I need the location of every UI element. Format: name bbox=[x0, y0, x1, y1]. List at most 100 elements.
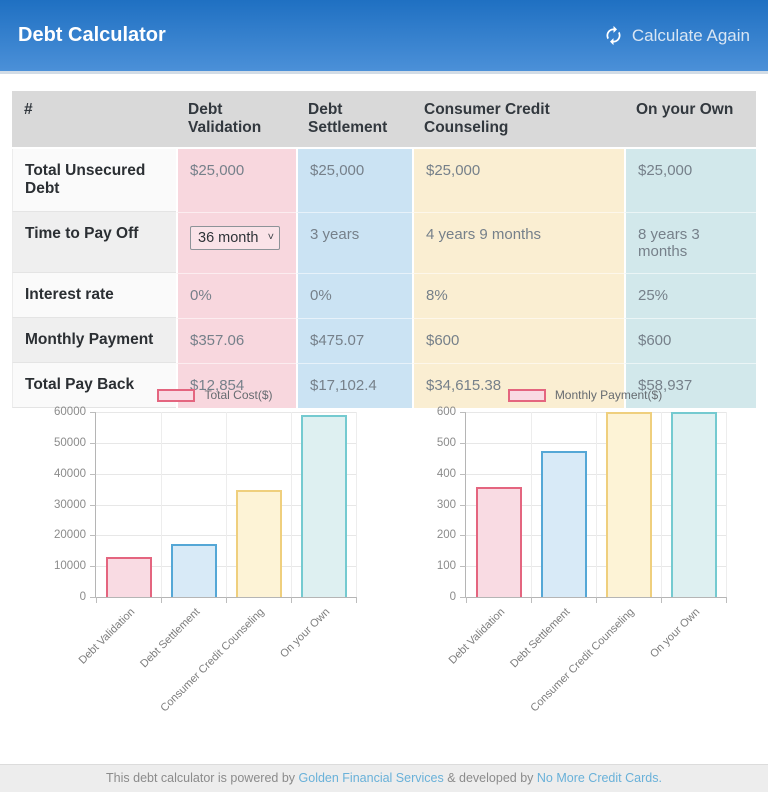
x-axis-tick bbox=[96, 597, 97, 603]
debt-comparison-table: # Debt Validation Debt Settlement Consum… bbox=[12, 91, 756, 408]
table-row: Monthly Payment $357.06 $475.07 $600 $60… bbox=[12, 318, 756, 363]
x-axis-label: On your Own bbox=[647, 606, 702, 661]
x-axis-tick bbox=[531, 597, 532, 603]
refresh-icon bbox=[603, 25, 624, 46]
y-axis-label: 500 bbox=[436, 436, 456, 449]
table-cell: 3 years bbox=[296, 212, 412, 273]
gridline bbox=[161, 412, 162, 597]
table-cell: 25% bbox=[624, 273, 756, 318]
table-row: Time to Pay Off 36 month ˅ 3 years 4 yea… bbox=[12, 212, 756, 273]
bar-consumer-credit-counseling bbox=[605, 412, 652, 597]
y-axis-label: 60000 bbox=[54, 406, 86, 418]
y-axis-label: 10000 bbox=[54, 560, 86, 573]
plot-area: 0 10000 20000 30000 40000 50000 60000 Debt Vali… bbox=[54, 406, 357, 714]
chart-legend: Monthly Payment($) bbox=[410, 385, 760, 405]
app-header: Debt Calculator Calculate Again bbox=[0, 0, 768, 74]
x-axis-tick bbox=[161, 597, 162, 603]
y-axis-tick bbox=[90, 473, 96, 475]
y-axis-tick bbox=[460, 597, 466, 598]
x-axis-label: On your Own bbox=[277, 606, 332, 661]
column-header-hash: # bbox=[12, 91, 176, 149]
y-axis-label: 30000 bbox=[54, 498, 86, 511]
gridline bbox=[356, 412, 357, 597]
table-row: Total Unsecured Debt $25,000 $25,000 $25… bbox=[12, 149, 756, 212]
y-axis-tick bbox=[90, 535, 96, 537]
column-header-debt-settlement: Debt Settlement bbox=[296, 91, 412, 149]
row-label-total-unsecured-debt: Total Unsecured Debt bbox=[12, 149, 176, 212]
table-cell: 8% bbox=[412, 273, 624, 318]
footer-text-prefix: This debt calculator is powered by bbox=[106, 771, 296, 785]
y-axis-tick bbox=[90, 412, 96, 413]
table-row: Total Pay Back $12,854 $17,102.4 $34,615… bbox=[12, 363, 756, 408]
table-cell: 0% bbox=[176, 273, 296, 318]
x-axis-label: Debt Settlement bbox=[137, 606, 202, 671]
x-axis-label: Debt Validation bbox=[446, 606, 507, 667]
x-axis-tick bbox=[596, 597, 597, 603]
footer-text-middle: & developed by bbox=[447, 771, 534, 785]
table-cell: $58,937 bbox=[624, 363, 756, 408]
y-axis-tick bbox=[460, 473, 466, 475]
bar-debt-validation bbox=[105, 557, 152, 597]
total-cost-chart: Total Cost($) 0 10000 20000 30000 40000 50000… bbox=[40, 385, 390, 714]
time-to-payoff-select-wrap: 36 month ˅ bbox=[190, 226, 280, 250]
y-axis-tick bbox=[90, 597, 96, 598]
row-label-time-to-pay-off: Time to Pay Off bbox=[12, 212, 176, 273]
plot-area: 0 100 200 300 400 500 600 Debt Validation Debt S… bbox=[437, 406, 727, 714]
charts-section: Total Cost($) 0 10000 20000 30000 40000 50000… bbox=[0, 385, 768, 730]
table-cell: $25,000 bbox=[624, 149, 756, 212]
x-axis-label: Debt Settlement bbox=[507, 606, 572, 671]
x-axis-tick bbox=[726, 597, 727, 603]
y-axis-label: 600 bbox=[436, 406, 456, 418]
table-cell: $357.06 bbox=[176, 318, 296, 363]
table-header-row: # Debt Validation Debt Settlement Consum… bbox=[12, 91, 756, 149]
legend-label: Monthly Payment($) bbox=[554, 388, 663, 402]
x-axis-tick bbox=[661, 597, 662, 603]
table-cell: 8 years 3 months bbox=[624, 212, 756, 273]
x-axis-tick bbox=[466, 597, 467, 603]
table-cell: $25,000 bbox=[296, 149, 412, 212]
y-axis-label: 300 bbox=[436, 498, 456, 511]
no-more-credit-cards-link[interactable]: No More Credit Cards. bbox=[536, 771, 662, 785]
table-cell: 0% bbox=[296, 273, 412, 318]
table-cell: $25,000 bbox=[412, 149, 624, 212]
x-axis-tick bbox=[356, 597, 357, 603]
calculate-again-button[interactable]: Calculate Again bbox=[603, 25, 750, 46]
bar-on-your-own bbox=[670, 412, 717, 597]
y-axis-label: 0 bbox=[449, 591, 456, 603]
bar-debt-settlement bbox=[170, 544, 217, 597]
y-axis-label: 200 bbox=[436, 529, 456, 542]
row-label-interest-rate: Interest rate bbox=[12, 273, 176, 318]
gridline bbox=[531, 412, 532, 597]
column-header-on-your-own: On your Own bbox=[624, 91, 756, 149]
table-cell: $475.07 bbox=[296, 318, 412, 363]
y-axis-tick bbox=[460, 504, 466, 506]
page-title: Debt Calculator bbox=[18, 24, 166, 46]
calculate-again-label: Calculate Again bbox=[631, 25, 750, 45]
row-label-monthly-payment: Monthly Payment bbox=[12, 318, 176, 363]
time-to-payoff-select[interactable]: 36 month bbox=[190, 226, 280, 250]
row-label-total-pay-back: Total Pay Back bbox=[12, 363, 176, 408]
table-cell: 4 years 9 months bbox=[412, 212, 624, 273]
column-header-debt-validation: Debt Validation bbox=[176, 91, 296, 149]
table-row: Interest rate 0% 0% 8% 25% bbox=[12, 273, 756, 318]
x-axis-label: Consumer Credit Counseling bbox=[528, 606, 637, 715]
y-axis-tick bbox=[460, 442, 466, 444]
bar-debt-validation bbox=[475, 487, 522, 597]
table-cell: $12,854 bbox=[176, 363, 296, 408]
y-axis-label: 40000 bbox=[54, 467, 86, 480]
gridline bbox=[596, 412, 597, 597]
legend-label: Total Cost($) bbox=[204, 388, 273, 402]
y-axis-tick bbox=[90, 442, 96, 444]
chart-legend: Total Cost($) bbox=[40, 385, 390, 405]
column-header-consumer-credit-counseling: Consumer Credit Counseling bbox=[412, 91, 624, 149]
table-cell: $17,102.4 bbox=[296, 363, 412, 408]
golden-financial-services-link[interactable]: Golden Financial Services bbox=[298, 771, 444, 785]
y-axis-label: 50000 bbox=[54, 436, 86, 449]
x-axis-tick bbox=[226, 597, 227, 603]
y-axis-label: 0 bbox=[79, 591, 86, 603]
gridline bbox=[291, 412, 292, 597]
gridline bbox=[661, 412, 662, 597]
bar-consumer-credit-counseling bbox=[235, 490, 282, 597]
y-axis-tick bbox=[90, 504, 96, 506]
